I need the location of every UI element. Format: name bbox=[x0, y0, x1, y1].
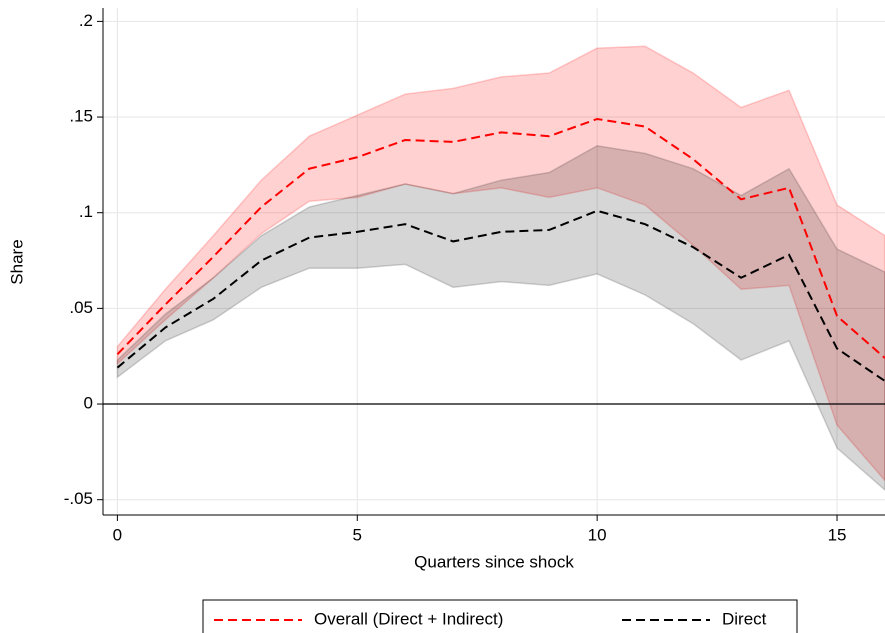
series-line bbox=[116, 209, 885, 382]
legend-label: Overall (Direct + Indirect) bbox=[314, 609, 503, 628]
y-tick-label: .15 bbox=[69, 107, 93, 126]
x-tick-label: 10 bbox=[588, 525, 607, 544]
y-tick-label: 0 bbox=[84, 394, 93, 413]
y-tick-label: .2 bbox=[79, 11, 93, 30]
x-tick-label: 0 bbox=[113, 525, 122, 544]
y-tick-label: -.05 bbox=[64, 489, 93, 508]
confidence-band bbox=[116, 45, 885, 482]
legend-box bbox=[202, 599, 798, 633]
x-axis-title: Quarters since shock bbox=[414, 552, 574, 571]
y-tick-label: .1 bbox=[79, 202, 93, 221]
series-line bbox=[116, 117, 885, 359]
x-tick-label: 15 bbox=[828, 525, 847, 544]
y-axis-title: Share bbox=[7, 239, 26, 284]
y-tick-label: .05 bbox=[69, 298, 93, 317]
legend-label: Direct bbox=[722, 609, 767, 628]
x-tick-label: 5 bbox=[353, 525, 362, 544]
confidence-band bbox=[116, 144, 885, 492]
